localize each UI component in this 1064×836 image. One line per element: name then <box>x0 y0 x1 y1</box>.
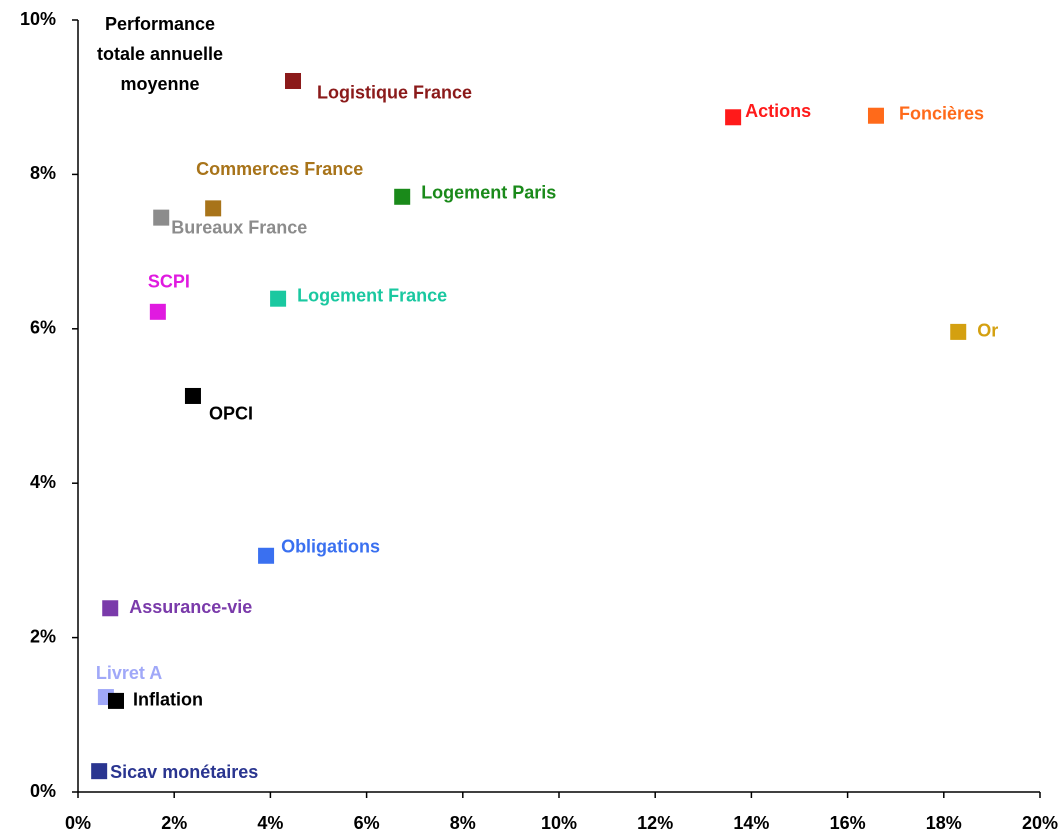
point-label: SCPI <box>148 272 190 292</box>
point-label: Logement Paris <box>421 183 556 203</box>
point-label: OPCI <box>209 404 253 424</box>
y-tick-label: 6% <box>30 318 56 338</box>
point <box>394 188 411 205</box>
point <box>149 303 166 320</box>
y-tick-label: 4% <box>30 472 56 492</box>
point-label: Bureaux France <box>171 217 307 237</box>
point <box>102 600 119 617</box>
x-tick-label: 4% <box>257 813 283 833</box>
x-tick-label: 16% <box>830 813 866 833</box>
y-tick-label: 2% <box>30 626 56 646</box>
point-label: Inflation <box>133 690 203 710</box>
x-tick-label: 6% <box>354 813 380 833</box>
point-label: Livret A <box>96 663 162 683</box>
x-tick-label: 18% <box>926 813 962 833</box>
point <box>184 387 201 404</box>
point-label: Logement France <box>297 285 447 305</box>
annotation: totale annuelle <box>97 44 223 64</box>
x-tick-label: 14% <box>733 813 769 833</box>
point <box>91 763 108 780</box>
y-tick-label: 10% <box>20 9 56 29</box>
annotation: moyenne <box>120 74 199 94</box>
y-tick-label: 0% <box>30 781 56 801</box>
point-label: Sicav monétaires <box>110 762 258 782</box>
point-label: Or <box>977 321 998 341</box>
point <box>950 323 967 340</box>
point-label: Commerces France <box>196 159 363 179</box>
point <box>205 200 222 217</box>
x-tick-label: 0% <box>65 813 91 833</box>
x-tick-label: 8% <box>450 813 476 833</box>
x-tick-label: 2% <box>161 813 187 833</box>
x-tick-label: 12% <box>637 813 673 833</box>
point-label: Assurance-vie <box>129 597 252 617</box>
y-tick-label: 8% <box>30 163 56 183</box>
point <box>270 290 287 307</box>
point-label: Foncières <box>899 103 984 123</box>
point <box>153 209 170 226</box>
point <box>258 547 275 564</box>
point <box>285 72 302 89</box>
annotation: Performance <box>105 14 215 34</box>
point <box>867 107 884 124</box>
x-tick-label: 10% <box>541 813 577 833</box>
point <box>725 109 742 126</box>
point-label: Actions <box>745 101 811 121</box>
x-tick-label: 20% <box>1022 813 1058 833</box>
point-label: Logistique France <box>317 83 472 103</box>
point-label: Obligations <box>281 537 380 557</box>
point <box>107 692 124 709</box>
